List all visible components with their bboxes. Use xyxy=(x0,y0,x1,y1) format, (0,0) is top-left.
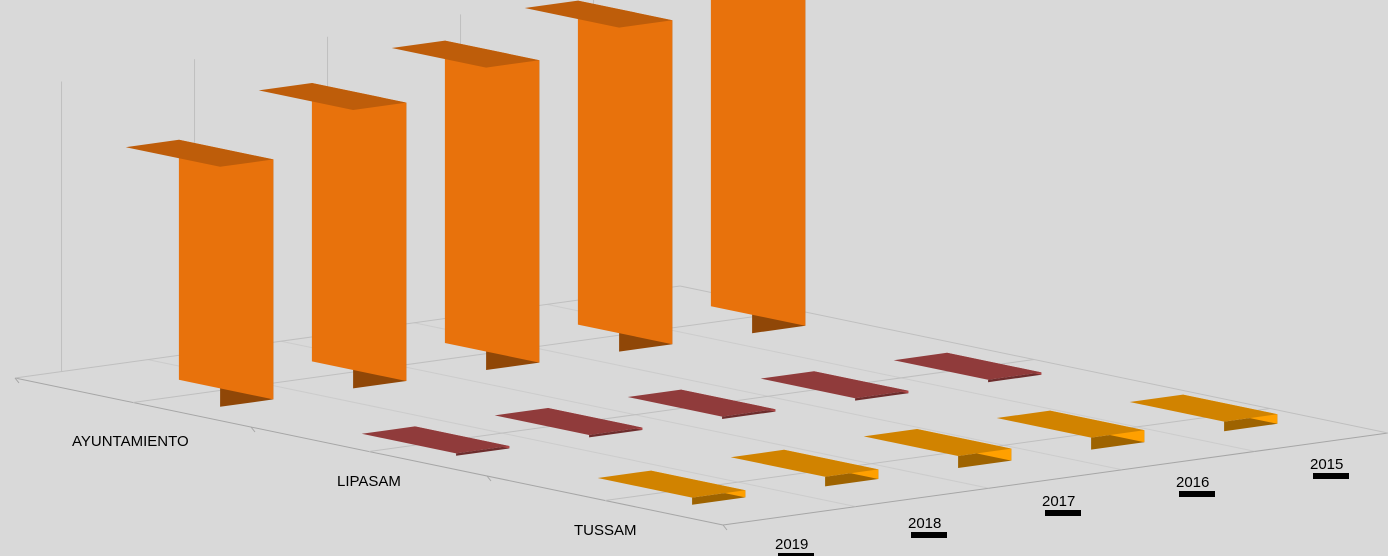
bar-lipasam-2017 xyxy=(627,389,776,419)
year-label-shadow xyxy=(778,553,814,556)
bar-tussam-2016 xyxy=(996,410,1145,450)
bar-face-top xyxy=(760,371,909,399)
bar-face-top xyxy=(893,352,1042,380)
bar-face-top xyxy=(597,470,746,498)
bar-face-top xyxy=(361,426,510,454)
year-label-2018: 2018 xyxy=(906,513,947,538)
bar-face-top xyxy=(258,83,407,110)
bar-face-top xyxy=(1129,394,1278,422)
bar-face-top xyxy=(494,408,643,435)
bar-tussam-2018 xyxy=(730,449,879,487)
bar-face-side xyxy=(311,83,407,381)
bar-ayuntamiento-2017 xyxy=(391,40,540,370)
year-label-bg xyxy=(1308,454,1348,472)
axis-tick xyxy=(14,377,20,384)
bar-tussam-2015 xyxy=(1129,394,1278,432)
bar-lipasam-2015 xyxy=(893,352,1042,383)
year-label-2017: 2017 xyxy=(1040,491,1081,516)
bar-ayuntamiento-2018 xyxy=(258,83,407,389)
axis-tick xyxy=(722,524,728,531)
bar-tussam-2017 xyxy=(863,429,1012,468)
bar-lipasam-2018 xyxy=(494,408,643,438)
bar-face-front xyxy=(722,409,776,419)
year-label-shadow xyxy=(911,532,947,538)
year-label-2016: 2016 xyxy=(1174,472,1215,497)
bar-face-top xyxy=(863,429,1012,456)
year-label-bg xyxy=(906,513,946,531)
bar-face-top xyxy=(996,410,1145,438)
bar-face-top xyxy=(524,0,673,28)
bar-face-top xyxy=(391,40,540,68)
year-label-shadow xyxy=(1313,473,1349,479)
year-label: 2018 xyxy=(908,515,941,532)
bar-face-front xyxy=(456,446,510,456)
year-label-bg xyxy=(773,534,813,552)
floor-edge-front xyxy=(722,432,1388,526)
category-label: TUSSAM xyxy=(574,522,637,539)
bar-ayuntamiento-2016 xyxy=(524,0,673,352)
bar-face-top xyxy=(125,139,274,167)
category-label: AYUNTAMIENTO xyxy=(72,433,189,450)
bar-face-side xyxy=(577,0,673,345)
year-label-shadow xyxy=(1179,491,1215,497)
year-label: 2016 xyxy=(1176,474,1209,491)
bar-face-side xyxy=(710,0,806,326)
bar-ayuntamiento-2019 xyxy=(125,139,274,407)
bar-face-side xyxy=(178,139,274,400)
year-label: 2017 xyxy=(1042,493,1075,510)
bar-tussam-2019 xyxy=(597,470,746,505)
bar-face-top xyxy=(730,449,879,477)
year-label-2019: 2019 xyxy=(773,534,814,556)
bar-lipasam-2019 xyxy=(361,426,510,456)
bar-face-front xyxy=(988,372,1042,383)
year-label-2015: 2015 xyxy=(1308,454,1349,479)
year-label-shadow xyxy=(1045,510,1081,516)
bar-face-side xyxy=(444,40,540,363)
bar-face-front xyxy=(589,427,643,438)
year-label-bg xyxy=(1174,472,1214,490)
bar-lipasam-2016 xyxy=(760,371,909,401)
year-label: 2015 xyxy=(1310,456,1343,473)
bar-face-front xyxy=(855,390,909,401)
bar-ayuntamiento-2015 xyxy=(710,0,806,334)
axis-tick xyxy=(250,426,256,433)
category-label: LIPASAM xyxy=(337,473,401,490)
bar-face-top xyxy=(627,389,776,417)
year-label-bg xyxy=(1040,491,1080,509)
axis-tick xyxy=(486,475,492,482)
year-label: 2019 xyxy=(775,536,808,553)
